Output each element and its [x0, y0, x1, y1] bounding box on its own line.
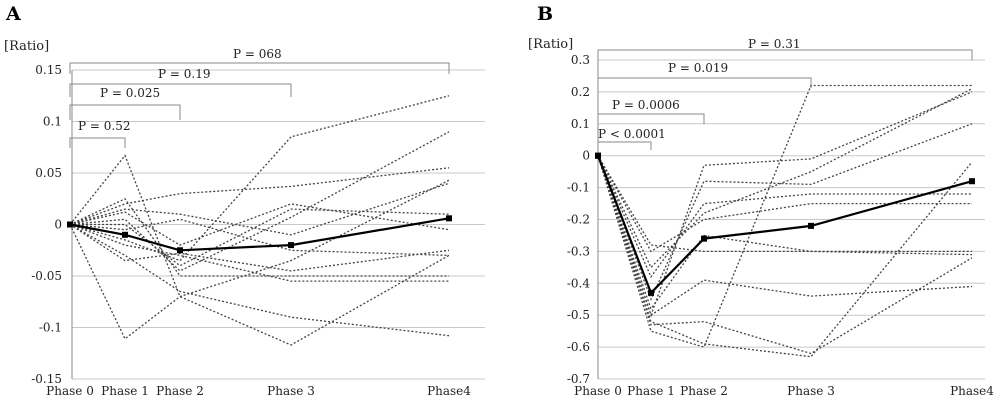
subject-series-line [597, 155, 972, 253]
mean-point [808, 222, 814, 229]
baseline-point [595, 152, 601, 159]
mean-point [446, 215, 452, 222]
subject-series-line [597, 88, 973, 269]
y-tick-label: 0.1 [571, 117, 590, 131]
y-axis-label: [Ratio] [528, 37, 573, 52]
subject-series-line [69, 179, 450, 340]
subject-series-line [69, 95, 450, 262]
y-tick-label: 0.15 [35, 63, 62, 77]
subject-series-line [597, 155, 972, 253]
subject-series-line [69, 131, 450, 272]
y-tick-label: -0.6 [567, 340, 590, 354]
subject-series-line [69, 197, 449, 277]
y-tick-label: 0.2 [571, 85, 590, 99]
subject-series-line [69, 218, 450, 257]
subject-series-line [70, 208, 450, 267]
subject-series-line [597, 155, 973, 355]
p-value-label: P < 0.0001 [598, 127, 666, 141]
subject-series-line [597, 155, 973, 311]
x-tick-label: Phase 1 [627, 384, 675, 398]
y-tick-label: -0.3 [567, 244, 590, 258]
y-tick-label: -0.15 [31, 372, 62, 386]
y-tick-label: -0.7 [567, 372, 590, 386]
baseline-point [67, 221, 73, 228]
comparison-bracket [597, 49, 973, 60]
y-tick-label: -0.1 [567, 181, 590, 195]
x-tick-label: Phase 0 [46, 384, 94, 398]
p-value-label: P = 0.19 [158, 67, 210, 81]
comparison-bracket [69, 104, 181, 120]
subject-series-line [69, 223, 449, 282]
y-tick-label: 0.05 [35, 166, 62, 180]
panel-label: B [537, 3, 553, 25]
p-value-label: P = 0.019 [668, 61, 728, 75]
y-tick-label: 0.3 [571, 53, 590, 67]
subject-series-line [597, 155, 973, 317]
y-tick-label: -0.2 [567, 213, 590, 227]
y-tick-label: 0 [582, 149, 590, 163]
panel-label: A [5, 3, 21, 25]
p-value-label: P = 0.025 [100, 86, 160, 100]
mean-point [969, 178, 975, 185]
x-tick-label: Phase 1 [101, 384, 149, 398]
x-tick-label: Phase 2 [156, 384, 204, 398]
subject-series-line [69, 203, 450, 246]
y-tick-label: 0.1 [43, 115, 62, 129]
y-tick-label: -0.5 [567, 308, 590, 322]
x-tick-label: Phase 2 [680, 384, 728, 398]
subject-series-line [69, 154, 450, 346]
p-value-label: P = 068 [233, 47, 282, 61]
mean-point [122, 231, 128, 238]
subject-series-line [597, 155, 973, 358]
x-tick-label: Phase4 [427, 384, 471, 398]
mean-point [701, 235, 707, 242]
y-tick-label: -0.1 [39, 321, 62, 335]
comparison-bracket [597, 141, 652, 150]
comparison-bracket [69, 83, 292, 97]
mean-point [648, 289, 654, 296]
p-value-label: P = 0.31 [748, 37, 800, 51]
comparison-bracket [597, 113, 705, 124]
mean-point [288, 242, 294, 249]
comparison-bracket [597, 77, 812, 88]
x-tick-label: Phase 3 [787, 384, 835, 398]
subject-series-line [69, 223, 450, 337]
subject-series-line [69, 182, 450, 236]
x-tick-label: Phase 0 [574, 384, 622, 398]
x-tick-label: Phase 3 [267, 384, 315, 398]
p-value-label: P = 0.0006 [612, 98, 680, 112]
subject-series-line [597, 155, 972, 279]
comparison-bracket [69, 62, 450, 74]
mean-point [177, 247, 183, 254]
y-tick-label: 0 [54, 218, 62, 232]
y-tick-label: -0.4 [567, 276, 591, 290]
y-tick-label: -0.05 [31, 269, 62, 283]
subject-series-line [69, 223, 450, 272]
p-value-label: P = 0.52 [78, 119, 130, 133]
x-tick-label: Phase4 [950, 384, 994, 398]
y-axis-label: [Ratio] [4, 39, 49, 54]
comparison-bracket [69, 137, 126, 148]
